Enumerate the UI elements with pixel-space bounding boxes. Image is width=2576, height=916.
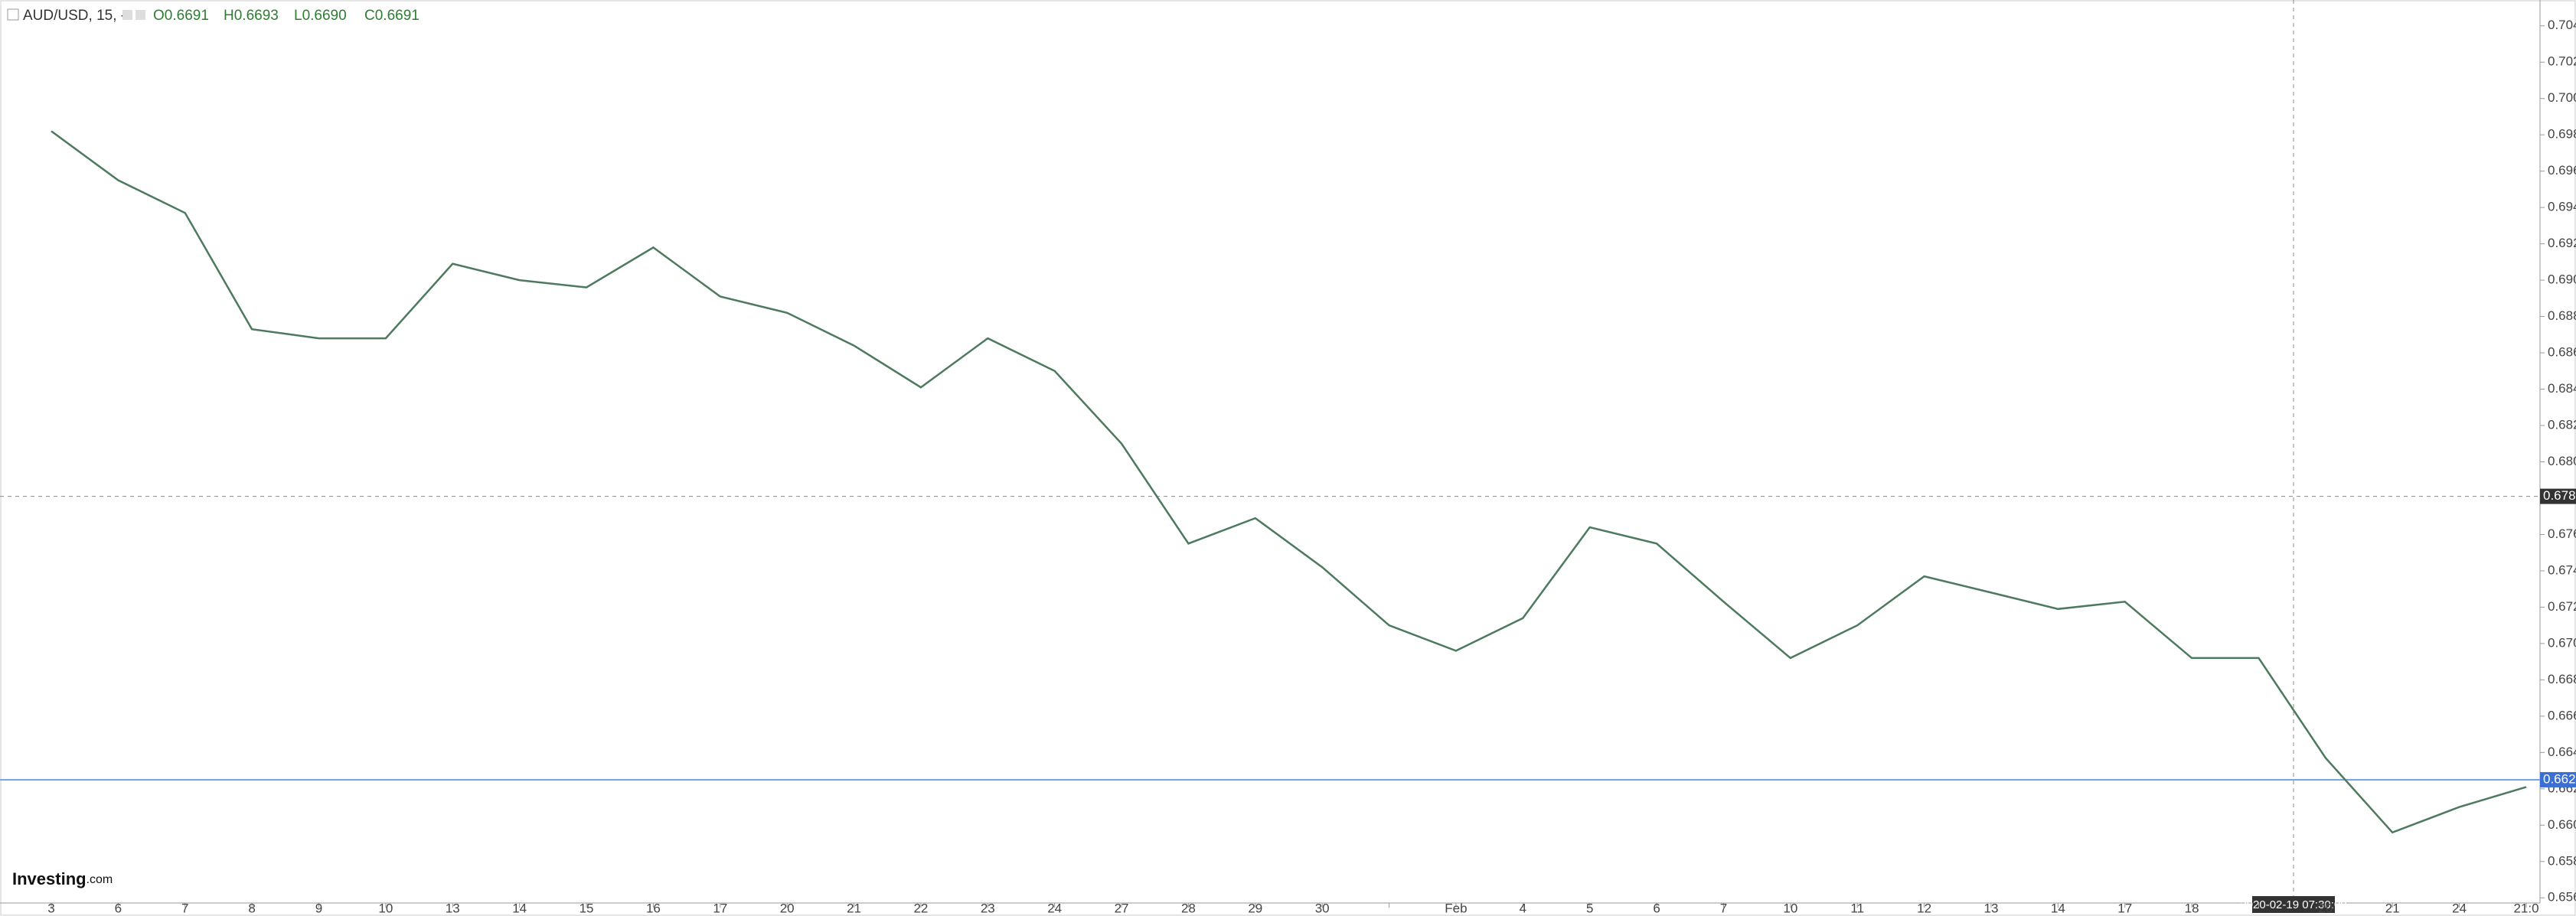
x-tick-label: 21 (847, 901, 861, 915)
x-tick-label: 20 (780, 901, 795, 915)
x-tick-label: 7 (181, 901, 188, 915)
x-tick-label: 24 (2452, 901, 2467, 915)
last-price-label: 0.6625 (2543, 771, 2576, 786)
x-tick-label: 27 (1115, 901, 1129, 915)
y-tick-label: 0.6580 (2548, 853, 2576, 868)
y-tick-label: 0.6740 (2548, 562, 2576, 577)
y-tick-label: 0.6900 (2548, 272, 2576, 287)
y-tick-label: 0.6860 (2548, 345, 2576, 360)
x-tick-label: 10 (1783, 901, 1797, 915)
x-tick-label: 12 (1917, 901, 1931, 915)
ohlc-value: C0.6691 (364, 8, 420, 24)
y-tick-label: 0.6940 (2548, 200, 2576, 214)
x-tick-label: 28 (1181, 901, 1196, 915)
y-tick-label: 0.6980 (2548, 127, 2576, 142)
crosshair-time-box (2252, 896, 2335, 913)
x-tick-label: 21:0 (2513, 901, 2538, 915)
x-tick-label: 18 (2185, 901, 2199, 915)
x-tick-label: Feb (1445, 901, 1467, 915)
y-tick-label: 0.6960 (2548, 163, 2576, 178)
ohlc-value: L0.6690 (294, 8, 347, 24)
y-tick-label: 0.6920 (2548, 236, 2576, 250)
y-tick-label: 0.6560 (2548, 890, 2576, 905)
y-tick-label: 0.6840 (2548, 381, 2576, 396)
y-tick-label: 0.6760 (2548, 526, 2576, 541)
x-tick-label: 22 (913, 901, 928, 915)
x-tick-label: 10 (378, 901, 393, 915)
x-tick-label: 8 (248, 901, 255, 915)
y-tick-label: 0.7000 (2548, 90, 2576, 105)
x-tick-label: 23 (981, 901, 995, 915)
logo: Investing.com (12, 869, 113, 888)
settings-icon[interactable] (122, 10, 132, 20)
y-tick-label: 0.7020 (2548, 54, 2576, 69)
x-tick-label: 20 (2318, 901, 2333, 915)
crosshair-price-box (2540, 488, 2576, 504)
logo-main: Investing (12, 869, 87, 888)
x-tick-label: 9 (315, 901, 322, 915)
x-tick-label: 16 (646, 901, 661, 915)
logo-suffix: .com (87, 873, 113, 886)
crosshair-time: 2020-02-19 07:30:00 (2240, 898, 2346, 911)
close-icon[interactable] (135, 10, 145, 20)
y-tick-label: 0.6800 (2548, 454, 2576, 468)
x-tick-label: 6 (115, 901, 122, 915)
x-tick-label: 29 (1248, 901, 1262, 915)
x-tick-label: 13 (1984, 901, 1999, 915)
x-tick-label: 5 (1586, 901, 1593, 915)
x-tick-label: 3 (47, 901, 54, 915)
y-tick-label: 0.7040 (2548, 18, 2576, 32)
price-line (51, 130, 2527, 834)
x-tick-label: 11 (1850, 901, 1864, 915)
y-tick-label: 0.6600 (2548, 817, 2576, 832)
ohlc-value: H0.6693 (224, 8, 279, 24)
y-tick-label: 0.6680 (2548, 672, 2576, 686)
x-tick-label: 17 (713, 901, 727, 915)
x-tick-label: 24 (1047, 901, 1062, 915)
last-price-box (2540, 771, 2576, 787)
y-tick-label: 0.6720 (2548, 599, 2576, 614)
y-tick-label: 0.6660 (2548, 708, 2576, 722)
x-tick-label: 30 (1315, 901, 1330, 915)
x-tick-label: 14 (512, 901, 527, 915)
x-tick-label: 17 (2117, 901, 2132, 915)
x-tick-label: 14 (2051, 901, 2065, 915)
x-tick-label: 7 (1720, 901, 1727, 915)
crosshair-price-label: 0.6781 (2543, 488, 2576, 503)
x-tick-label: 6 (1653, 901, 1660, 915)
x-tick-label: 4 (1520, 901, 1526, 915)
y-tick-label: 0.6880 (2548, 308, 2576, 323)
x-tick-label: 13 (446, 901, 460, 915)
collapse-icon[interactable] (7, 8, 19, 21)
symbol: AUD/USD, 15, - (23, 8, 126, 24)
ohlc-value: O0.6691 (153, 8, 209, 24)
x-tick-label: 15 (580, 901, 594, 915)
y-tick-label: 0.6640 (2548, 745, 2576, 759)
y-tick-label: 0.6700 (2548, 635, 2576, 650)
y-tick-label: 0.6820 (2548, 418, 2576, 432)
x-tick-label: 21 (2385, 901, 2400, 915)
